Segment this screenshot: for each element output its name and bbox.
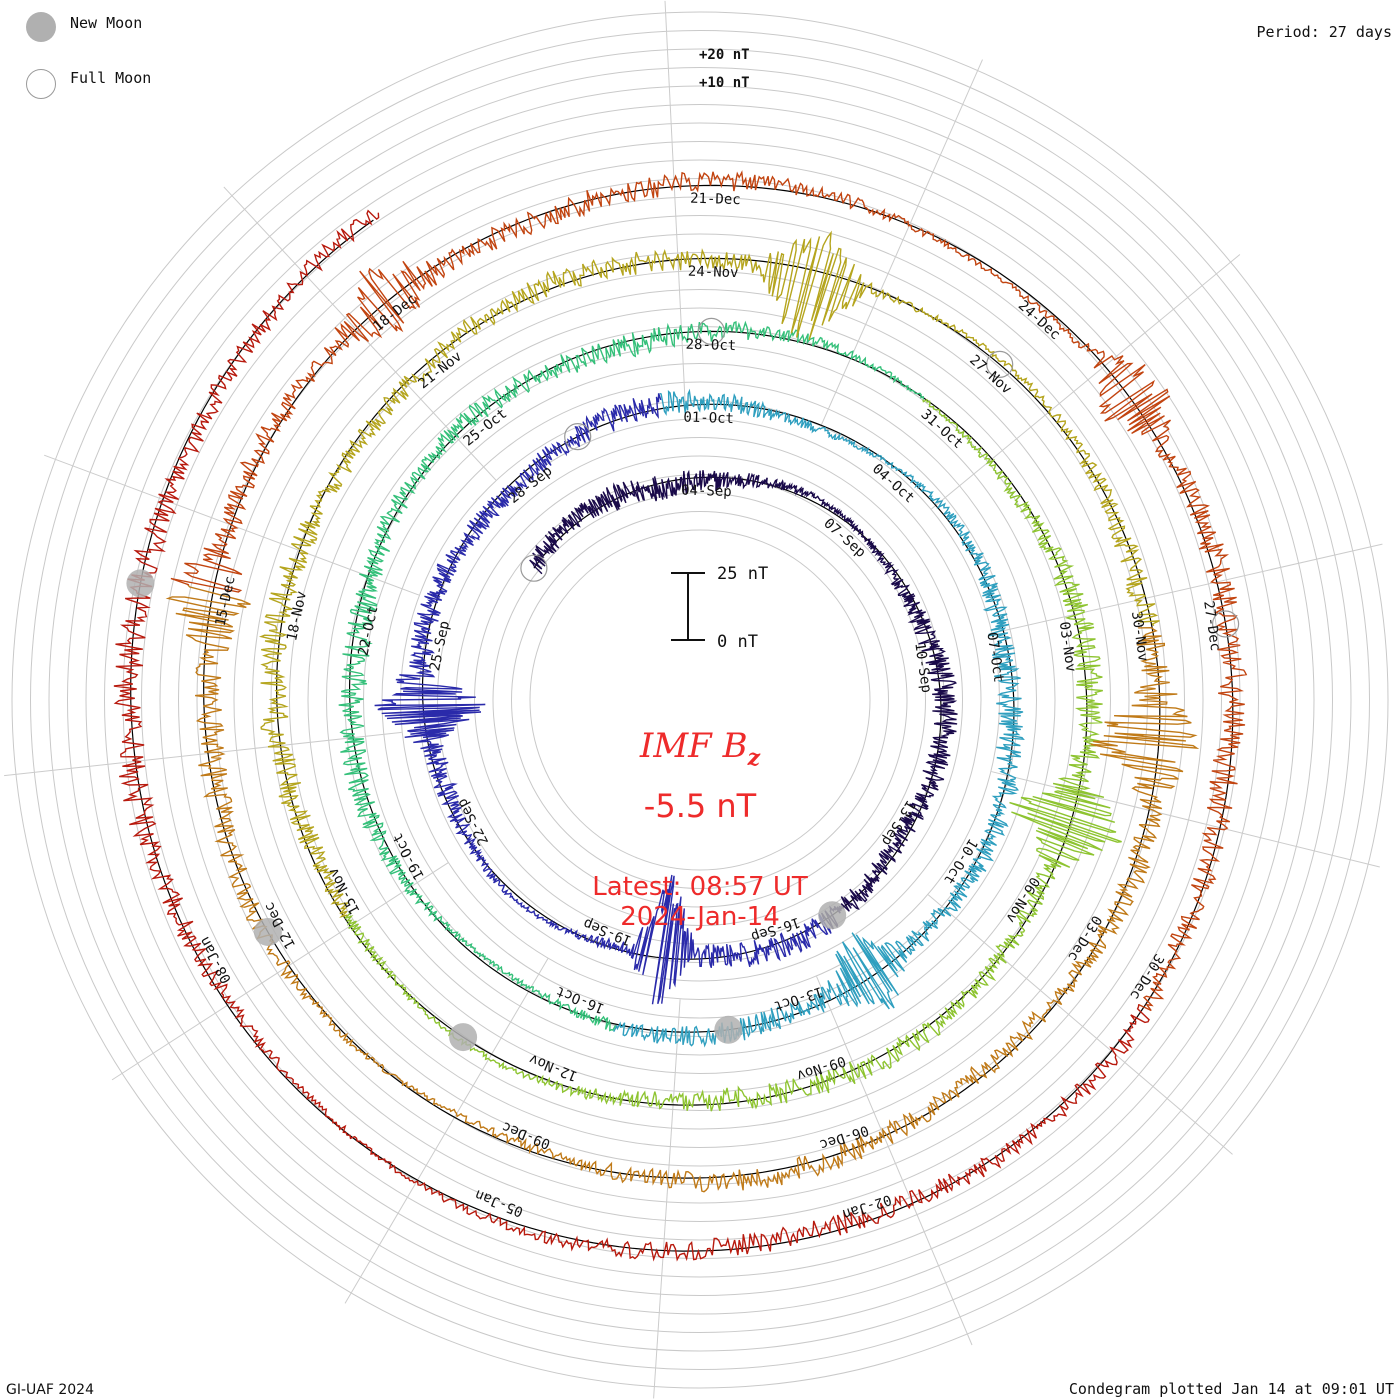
- footer-plotted: Condegram plotted Jan 14 at 09:01 UT: [1068, 1380, 1394, 1398]
- bz-trace-segment: [374, 393, 832, 1005]
- current-value: -5.5 nT: [643, 786, 757, 825]
- grid-ring: [159, 159, 1241, 1241]
- bz-trace-segment: [529, 469, 958, 930]
- grid-ring: [67, 67, 1333, 1333]
- grid-ring: [30, 30, 1370, 1370]
- date-label: 21-Nov: [415, 348, 465, 392]
- grid-ring: [511, 511, 889, 889]
- grid-ring: [85, 85, 1315, 1315]
- radial-spoke: [927, 894, 1233, 1155]
- date-label: 25-Sep: [427, 619, 453, 672]
- grid-ring: [11, 11, 1389, 1389]
- grid-ring: [196, 196, 1204, 1204]
- quantity-title: IMF Bz: [0, 724, 1400, 780]
- grid-ring: [529, 529, 871, 871]
- ring-scale-plus20: +20 nT: [699, 47, 750, 63]
- bz-trace-segment: [258, 230, 1160, 918]
- latest-time: Latest: 08:57 UT: [592, 871, 808, 902]
- date-label: 02-Jan: [840, 1191, 893, 1222]
- radial-spoke: [820, 59, 983, 426]
- date-label: 16-Oct: [554, 983, 607, 1017]
- date-label: 01-Oct: [683, 410, 734, 428]
- quantity-subscript: z: [747, 744, 761, 771]
- grid-ring: [48, 48, 1352, 1352]
- date-label: 30-Dec: [1126, 951, 1166, 1002]
- date-label: 31-Oct: [918, 406, 966, 452]
- radial-spoke: [111, 862, 449, 1081]
- grid-ring: [344, 344, 1056, 1056]
- radial-spoke: [816, 976, 973, 1346]
- new-moon-marker: [818, 901, 847, 930]
- bz-trace-segment: [344, 398, 1122, 1112]
- new-moon-label: New Moon: [70, 14, 143, 32]
- date-label: 24-Nov: [688, 264, 739, 282]
- grid-ring: [122, 122, 1278, 1278]
- date-label: 07-Oct: [983, 631, 1006, 683]
- full-moon-marker: [697, 317, 726, 345]
- grid-ring: [381, 381, 1019, 1019]
- center-readout: IMF Bz -5.5 nT Latest: 08:57 UT 2024-Jan…: [0, 724, 1400, 932]
- full-moon-marker: [986, 350, 1014, 378]
- grid-ring: [233, 233, 1167, 1167]
- radial-spoke: [4, 731, 402, 777]
- date-label: 07-Sep: [820, 515, 868, 561]
- date-label: 12-Nov: [527, 1050, 580, 1084]
- date-label: 04-Sep: [681, 483, 732, 501]
- full-moon-label: Full Moon: [70, 69, 152, 87]
- zero-baseline: [130, 184, 1234, 1252]
- scale-top-label: 25 nT: [717, 564, 769, 584]
- date-label: 30-Nov: [1128, 610, 1151, 662]
- bz-trace-segment: [613, 388, 1025, 1048]
- grid-ring: [178, 178, 1222, 1222]
- period-label: Period: 27 days: [1256, 23, 1392, 41]
- date-label: 27-Dec: [1200, 600, 1223, 652]
- radial-spoke: [653, 999, 681, 1399]
- radial-spokes: [4, 0, 1383, 1399]
- grid-ring: [289, 289, 1111, 1111]
- footer-credit: GI-UAF 2024: [6, 1382, 94, 1398]
- full-moon-marker: [564, 423, 592, 451]
- quantity-symbol: IMF B: [639, 726, 748, 766]
- moon-markers: [126, 317, 1240, 1052]
- radial-spoke: [344, 958, 549, 1304]
- new-moon-marker: [714, 1015, 743, 1044]
- date-label: 24-Dec: [1015, 298, 1063, 344]
- full-moon-marker: [1211, 610, 1240, 638]
- latest-date: 2024-Jan-14: [620, 901, 780, 932]
- new-moon-marker: [449, 1023, 478, 1052]
- new-moon-marker: [126, 569, 155, 598]
- radial-spoke: [992, 543, 1383, 634]
- date-label: 22-Oct: [355, 605, 381, 658]
- new-moon-marker: [253, 918, 282, 946]
- date-label: 09-Dec: [500, 1118, 553, 1152]
- date-label: 18-Nov: [284, 590, 310, 643]
- radial-spoke: [931, 254, 1241, 510]
- ring-scale-plus10: +10 nT: [699, 75, 750, 91]
- grid-ring: [104, 104, 1296, 1296]
- full-moon-marker: [520, 554, 548, 582]
- bz-series: [113, 170, 1248, 1262]
- date-label: 03-Nov: [1056, 621, 1079, 673]
- date-label: 28-Oct: [685, 337, 736, 355]
- radial-spoke: [664, 0, 686, 401]
- scale-bottom-label: 0 nT: [717, 632, 758, 652]
- bz-trace-segment: [165, 583, 1200, 1193]
- scale-bar: [671, 572, 705, 641]
- bz-trace-segment: [338, 320, 925, 1032]
- date-label: 10-Sep: [911, 642, 934, 694]
- date-label: 15-Dec: [213, 575, 239, 628]
- bz-trace-segment: [170, 170, 1248, 1012]
- date-label: 21-Dec: [690, 191, 741, 209]
- date-label: 05-Jan: [473, 1186, 526, 1220]
- new-moon-icon: [26, 12, 56, 42]
- full-moon-icon: [26, 69, 56, 99]
- zero-baseline-spiral: [130, 184, 1234, 1252]
- grid-ring: [492, 492, 908, 908]
- bz-trace-segment: [113, 209, 1150, 1262]
